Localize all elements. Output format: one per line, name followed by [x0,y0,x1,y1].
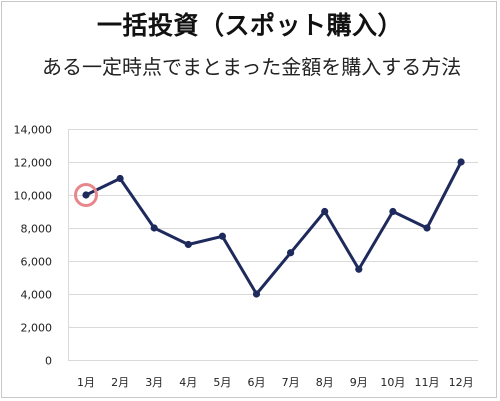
x-tick-label: 1月 [77,376,95,389]
data-point [150,224,158,232]
y-tick-label: 6,000 [21,256,53,269]
x-tick-label: 3月 [145,376,163,389]
x-tick-label: 7月 [282,376,300,389]
x-tick-label: 5月 [213,376,231,389]
y-tick-label: 14,000 [14,124,53,137]
data-point [116,174,124,183]
x-tick-label: 10月 [380,376,405,389]
data-point [184,240,192,249]
y-tick-label: 12,000 [14,157,53,170]
data-point [252,290,261,298]
x-axis-tick-labels: 1月 2月 3月 4月 5月 6月 7月 8月 9月 10月 11月 12月 [77,376,474,389]
x-tick-label: 8月 [316,376,334,389]
data-point [287,249,295,257]
data-point [321,207,329,216]
x-tick-label: 12月 [449,376,474,389]
data-point [423,224,431,232]
data-point [82,191,90,199]
y-tick-label: 2,000 [21,322,53,335]
y-tick-label: 4,000 [21,289,53,302]
y-axis-tick-labels: 0 2,000 4,000 6,000 8,000 10,000 12,000 14,000 [14,124,53,368]
data-point [389,207,397,216]
y-tick-label: 8,000 [21,223,53,236]
gridlines [68,129,478,361]
y-tick-label: 0 [45,355,52,368]
x-tick-label: 9月 [350,376,368,389]
x-tick-label: 6月 [248,376,266,389]
data-point [355,265,363,273]
highlight-circle [74,183,98,207]
x-tick-label: 11月 [415,376,440,389]
x-tick-label: 4月 [179,376,197,389]
y-tick-label: 10,000 [14,190,53,203]
highlight-layer [74,183,98,207]
series-line [84,160,463,296]
chart-subtitle: ある一定時点でまとまった金額を購入する方法 [42,55,462,79]
series-layer [82,158,465,298]
data-point [218,232,226,240]
data-point [457,158,465,166]
chart-title: 一括投資（スポット購入） [96,11,403,40]
x-tick-label: 2月 [111,376,129,389]
